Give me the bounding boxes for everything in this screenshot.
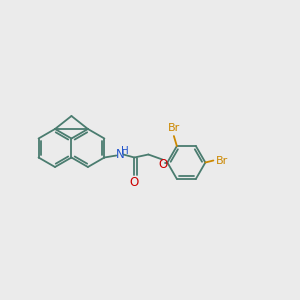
Text: H: H bbox=[121, 146, 129, 156]
Text: N: N bbox=[116, 148, 124, 161]
Text: O: O bbox=[130, 176, 139, 189]
Text: Br: Br bbox=[168, 123, 180, 133]
Text: O: O bbox=[159, 158, 168, 171]
Text: Br: Br bbox=[216, 155, 229, 166]
